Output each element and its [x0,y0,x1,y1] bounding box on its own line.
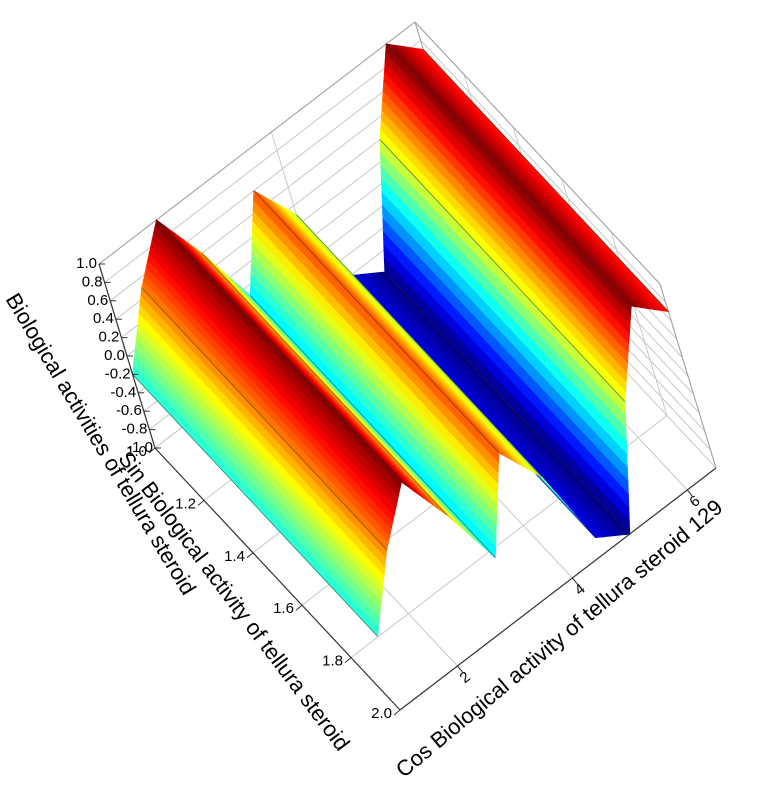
mesh-line [296,214,542,478]
surface-strip [132,287,388,638]
y-tick [246,552,254,559]
x-tick [457,665,463,673]
y-tick-label: 1.4 [224,548,245,565]
y-tick-label: 1.8 [322,653,343,670]
z-tick-label: 0.4 [93,310,114,327]
z-tick-label: -0.6 [116,402,142,419]
x-tick-label: 2 [457,668,474,687]
mesh-line [156,219,402,483]
z-tick-label: -1.0 [127,439,153,456]
mesh-line [384,271,631,535]
y-tick [393,709,401,716]
surface-strip [156,219,448,516]
y-tick-label: 1.2 [175,495,196,512]
grid-line [420,40,666,303]
axis-line [154,447,401,711]
surface-strip [379,138,631,536]
surface-strip [253,190,542,478]
surface-strip [141,219,402,551]
y-tick [295,604,303,611]
y-tick [148,447,156,454]
axis-line [399,467,717,711]
surface-strip [385,43,670,313]
mesh-line [253,190,500,454]
surface-strip [249,189,500,559]
box-edge [98,21,416,265]
y-tick-label: 1.0 [126,443,147,460]
z-tick-label: -0.2 [105,365,131,382]
z-tick-label: -0.4 [110,384,136,401]
z-tick-label: 0.0 [104,347,125,364]
mesh-line [201,252,448,516]
mesh-line [250,295,496,558]
z-tick-label: 0.6 [87,292,108,309]
y-tick [197,500,205,506]
y-tick-label: 2.0 [371,705,392,722]
x-tick-label: 4 [572,580,589,599]
x-axis-title: Cos Biological activity of tellura stero… [391,494,727,782]
y-tick [344,657,352,663]
box-edge [659,283,717,469]
x-tick [571,577,578,585]
mesh-line [423,49,669,312]
surface-strip [379,43,632,403]
x-tick [686,489,693,497]
mesh-line [385,43,632,307]
box-edge [414,21,661,285]
z-tick-label: 0.8 [82,273,103,290]
y-tick-label: 1.6 [273,600,294,617]
z-tick-label: -0.8 [122,421,148,438]
surface-strip [201,252,496,558]
surface [132,43,670,638]
z-tick-label: 0.2 [99,329,120,346]
z-tick-label: 1.0 [76,255,97,272]
mesh-line [379,139,626,402]
mesh-line [141,287,388,551]
mesh-line [132,374,378,637]
